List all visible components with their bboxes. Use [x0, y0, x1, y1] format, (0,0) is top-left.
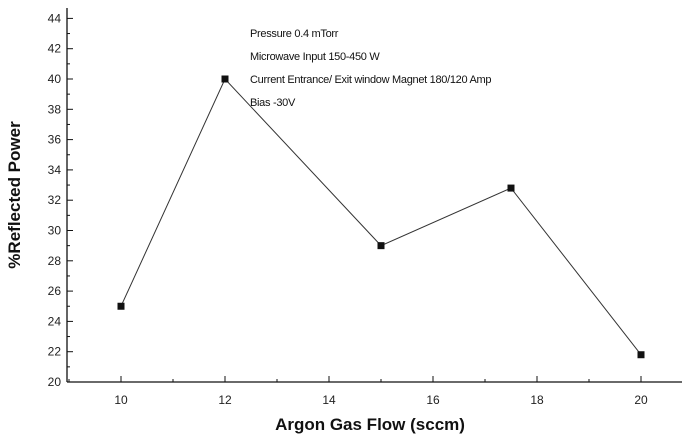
series-line [120, 78, 642, 356]
x-tick-label: 12 [218, 393, 232, 407]
y-ticks: 20 22 24 26 28 30 32 34 36 38 40 42 44 [48, 11, 73, 389]
annotation-line: Microwave Input 150-450 W [250, 51, 380, 63]
y-tick-label: 32 [48, 193, 62, 207]
x-axis-label: Argon Gas Flow (sccm) [275, 415, 465, 434]
y-tick-label: 34 [48, 163, 62, 177]
x-tick-label: 18 [530, 393, 544, 407]
x-tick-label: 10 [114, 393, 128, 407]
y-tick-label: 22 [48, 345, 62, 359]
annotation-line: Pressure 0.4 mTorr [250, 28, 339, 40]
x-tick-label: 20 [634, 393, 648, 407]
data-point [117, 302, 125, 310]
data-point [221, 75, 229, 83]
data-point [507, 184, 515, 192]
annotation-line: Current Entrance/ Exit window Magnet 180… [250, 74, 491, 86]
x-ticks: 10 12 14 16 18 20 [68, 376, 648, 407]
x-tick-label: 16 [426, 393, 440, 407]
y-tick-label: 38 [48, 102, 62, 116]
y-tick-label: 42 [48, 42, 62, 56]
y-tick-label: 40 [48, 72, 62, 86]
y-tick-label: 26 [48, 284, 62, 298]
annotations: Pressure 0.4 mTorr Microwave Input 150-45… [250, 28, 492, 109]
y-axis-label: %Reflected Power [5, 121, 24, 269]
axes [66, 8, 682, 383]
y-tick-label: 24 [48, 314, 62, 328]
series [117, 75, 645, 359]
data-point [377, 242, 385, 250]
y-tick-label: 20 [48, 375, 62, 389]
data-point [637, 351, 645, 359]
y-tick-label: 44 [48, 11, 62, 25]
y-tick-label: 36 [48, 133, 62, 147]
y-tick-label: 30 [48, 224, 62, 238]
y-tick-label: 28 [48, 254, 62, 268]
annotation-line: Bias -30V [250, 97, 296, 109]
x-tick-label: 14 [322, 393, 336, 407]
